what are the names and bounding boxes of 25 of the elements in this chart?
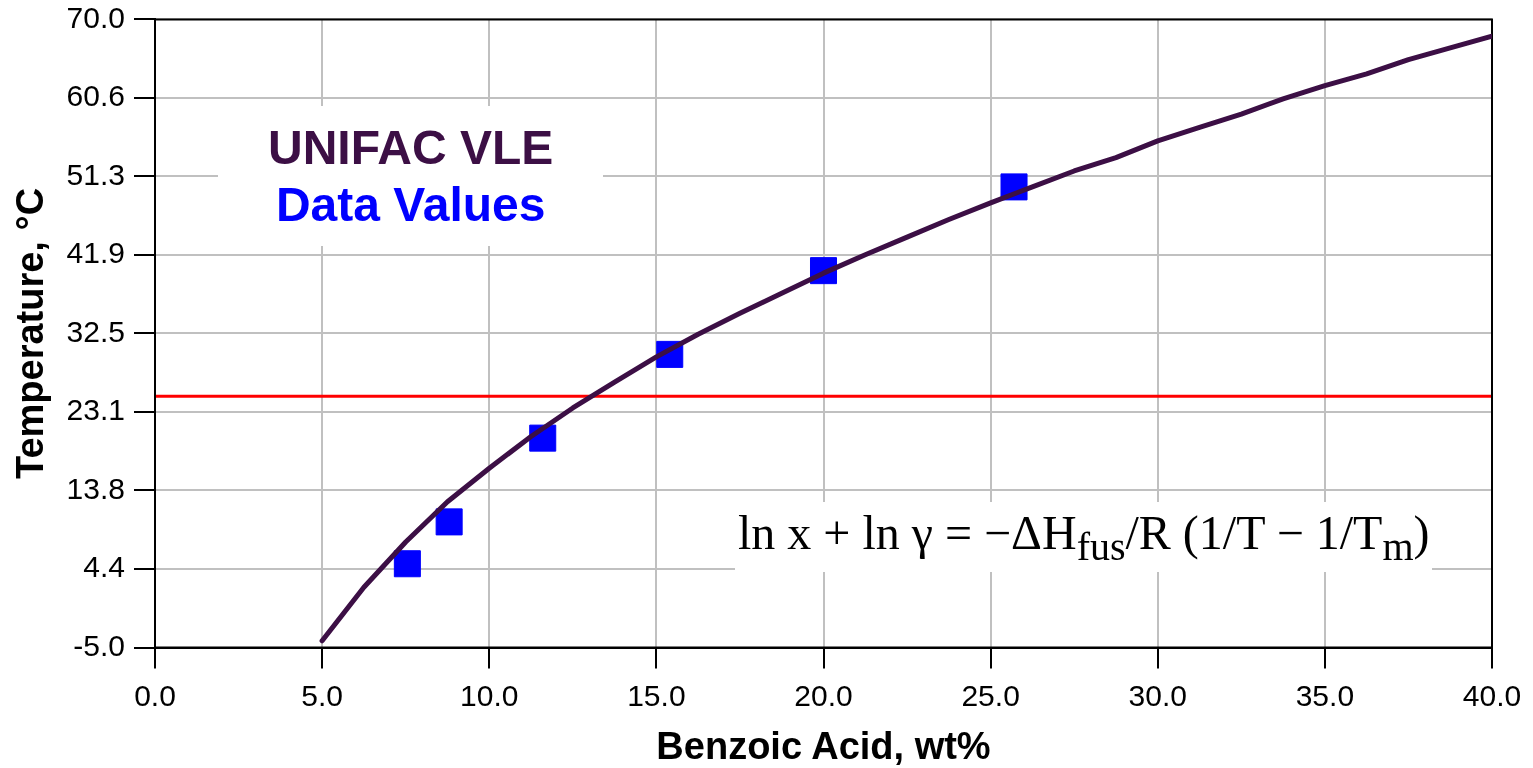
point [393, 550, 421, 578]
x-axis-title: Benzoic Acid, wt% [656, 725, 991, 768]
y-axis-title: Temperature, °C [9, 187, 52, 480]
x-tick-label: 10.0 [460, 678, 519, 712]
x-tick-label: 35.0 [1295, 678, 1355, 712]
x-tick-label: 25.0 [961, 678, 1020, 712]
point [435, 508, 463, 536]
y-tick-label: 60.6 [66, 79, 125, 113]
x-tick-label: 5.0 [301, 678, 343, 712]
y-tick-label: 32.5 [66, 314, 125, 348]
x-tick-label: 15.0 [627, 678, 686, 712]
text: Data Values [274, 177, 547, 234]
y-tick-label: -5.0 [73, 628, 125, 662]
x-tick-label: 20.0 [794, 678, 853, 712]
y-tick-label: 23.1 [66, 393, 125, 427]
y-tick-label: 4.4 [83, 550, 125, 584]
y-tick-label: 70.0 [66, 0, 125, 34]
annotation: ln x + ln γ = −ΔH$_{fus}$/R (1/T − 1/T$_{m}$) [735, 501, 1433, 573]
x-tick-label: 30.0 [1128, 678, 1187, 712]
y-tick-label: 41.9 [66, 236, 125, 270]
y-tick-label: 51.3 [66, 157, 125, 191]
x-tick-label: 40.0 [1462, 678, 1522, 712]
x-tick-label: 0.0 [134, 678, 176, 712]
text: UNIFAC VLE [268, 120, 554, 177]
y-tick-label: 13.8 [66, 471, 125, 505]
